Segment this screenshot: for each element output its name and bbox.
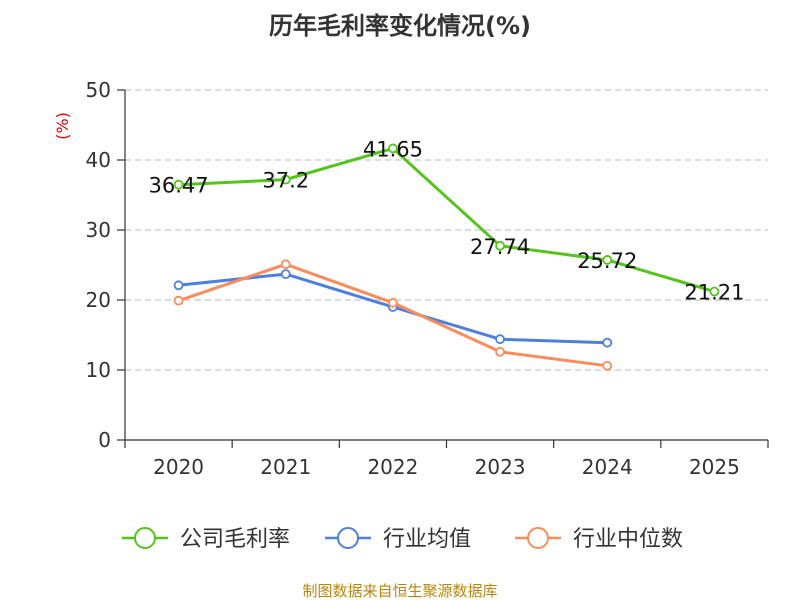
y-tick-label: 20 [86,288,111,312]
legend-label: 行业中位数 [573,527,683,552]
legend-label: 行业均值 [383,527,471,552]
legend-item-2[interactable]: 行业中位数 [515,527,683,552]
data-point[interactable] [495,240,505,251]
data-label: 36.47 [149,174,209,198]
source-note: 制图数据来自恒生聚源数据库 [302,582,497,600]
series-line-2 [178,262,608,368]
data-point[interactable] [280,174,291,185]
data-point[interactable] [602,255,613,265]
axes: 0 10 20 30 40 50 2020 2021 2022 2023 2024 2025 [86,78,769,479]
y-tick-label: 0 [98,428,111,452]
y-axis-unit: (%) [53,112,72,140]
data-label: 37.2 [262,169,309,193]
x-tick-label: 2021 [260,455,311,479]
chart-title: 历年毛利率变化情况(%) [269,12,531,40]
data-point[interactable] [173,179,184,190]
data-point[interactable] [602,337,613,348]
data-point[interactable] [602,360,613,371]
grid-lines [125,89,768,371]
data-label: 41.65 [363,137,423,161]
y-tick-label: 30 [86,218,111,242]
data-point[interactable] [280,259,291,270]
series-lines [173,143,720,371]
legend-item-1[interactable]: 行业均值 [325,527,471,552]
data-label: 27.74 [470,235,530,259]
y-tick-label: 40 [86,148,111,172]
data-point[interactable] [388,143,398,154]
legend-marker-icon [134,527,156,549]
x-tick-label: 2025 [689,455,740,479]
data-point[interactable] [280,269,291,280]
data-point[interactable] [495,346,505,357]
legend-label: 公司毛利率 [180,527,290,552]
y-tick-label: 50 [86,78,111,102]
y-tick-label: 10 [86,358,111,382]
data-point[interactable] [173,295,184,306]
data-labels: 36.47 37.2 41.65 27.74 25.72 21.21 [149,137,745,304]
data-label: 21.21 [684,281,744,305]
legend-marker-icon [527,527,549,549]
data-point[interactable] [495,334,505,345]
data-label: 25.72 [577,249,637,273]
legend-item-0[interactable]: 公司毛利率 [122,527,290,552]
legend[interactable]: 公司毛利率 行业均值 行业中位数 [122,527,683,552]
x-tick-label: 2024 [582,455,633,479]
series-line-0 [178,146,715,293]
data-point[interactable] [709,286,720,297]
x-tick-label: 2022 [367,455,418,479]
data-point[interactable] [388,297,398,308]
x-tick-label: 2020 [153,455,204,479]
data-point[interactable] [173,280,184,291]
legend-marker-icon [337,527,359,549]
x-tick-label: 2023 [475,455,526,479]
